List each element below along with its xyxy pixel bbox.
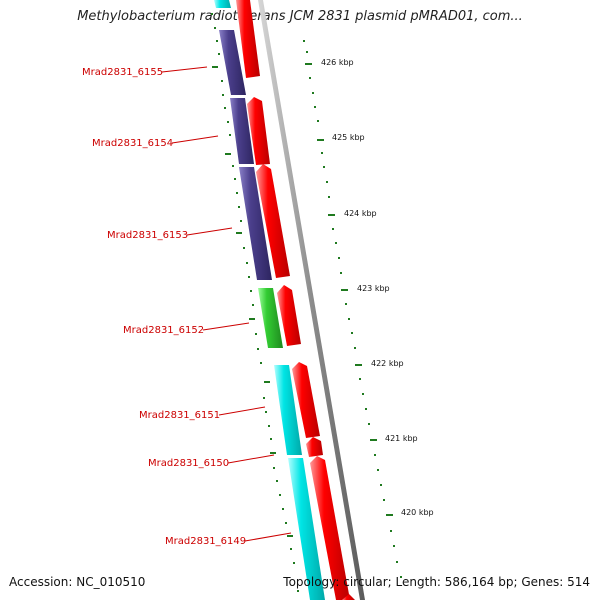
- gene-label[interactable]: Mrad2831_6155: [82, 67, 163, 78]
- scale-labels: 426 kbp 425 kbp 424 kbp 423 kbp 422 kbp …: [321, 58, 434, 517]
- cog-segment-cyan: [288, 458, 325, 600]
- backbone-track: [258, 0, 365, 600]
- cog-segment-cyan: [214, 0, 231, 8]
- cds-arrow: [236, 0, 260, 78]
- gene-label[interactable]: Mrad2831_6152: [123, 325, 204, 336]
- accession-text: Accession: NC_010510: [9, 575, 146, 589]
- gene-label[interactable]: Mrad2831_6149: [165, 536, 246, 547]
- gene-label[interactable]: Mrad2831_6151: [139, 410, 220, 421]
- gene-labels: Mrad2831_6155 Mrad2831_6154 Mrad2831_615…: [82, 67, 246, 547]
- cog-segment-purple: [239, 167, 272, 280]
- gene-label[interactable]: Mrad2831_6153: [107, 230, 188, 241]
- scale-label: 425 kbp: [332, 133, 365, 142]
- cog-segment-green: [258, 288, 283, 348]
- cds-arrow: [256, 164, 290, 278]
- scale-label: 422 kbp: [371, 359, 404, 368]
- scale-label: 426 kbp: [321, 58, 354, 67]
- cds-arrow: [292, 362, 320, 438]
- cog-segment-purple: [230, 98, 254, 164]
- inner-tick-column: [211, 13, 299, 592]
- cog-segment-cyan: [274, 365, 302, 455]
- cds-arrow: [247, 97, 270, 165]
- cog-segment-purple: [219, 30, 246, 95]
- summary-text: Topology: circular; Length: 586,164 bp; …: [283, 575, 590, 589]
- scale-label: 420 kbp: [401, 508, 434, 517]
- map-title: Methylobacterium radiotolerans JCM 2831 …: [77, 9, 523, 24]
- scale-label: 423 kbp: [357, 284, 390, 293]
- cog-track: [214, 0, 325, 600]
- gene-leaders: [161, 66, 292, 542]
- cds-track: [236, 0, 355, 600]
- cds-arrow: [342, 594, 355, 600]
- scale-label: 421 kbp: [385, 434, 418, 443]
- gene-label[interactable]: Mrad2831_6150: [148, 458, 229, 469]
- scale-label: 424 kbp: [344, 209, 377, 218]
- scale-tick-column: [303, 40, 402, 578]
- cds-arrow: [310, 456, 350, 600]
- gene-label[interactable]: Mrad2831_6154: [92, 138, 173, 149]
- cds-arrow: [306, 437, 323, 457]
- cds-arrow: [277, 285, 301, 346]
